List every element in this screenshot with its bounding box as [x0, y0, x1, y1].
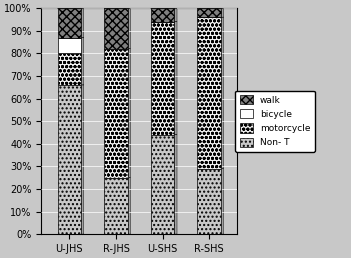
- Polygon shape: [221, 168, 224, 234]
- Bar: [198, 17, 221, 168]
- Polygon shape: [81, 85, 84, 234]
- Polygon shape: [81, 53, 84, 85]
- Bar: [198, 168, 221, 234]
- Polygon shape: [174, 135, 177, 234]
- Polygon shape: [81, 8, 84, 38]
- Bar: [151, 135, 174, 234]
- Polygon shape: [128, 178, 130, 234]
- Polygon shape: [221, 8, 224, 17]
- Polygon shape: [128, 8, 130, 49]
- Bar: [58, 8, 81, 38]
- Bar: [58, 38, 81, 53]
- Bar: [151, 8, 174, 22]
- Bar: [58, 85, 81, 234]
- Bar: [104, 178, 128, 234]
- Polygon shape: [81, 37, 84, 53]
- Polygon shape: [128, 49, 130, 178]
- Bar: [104, 49, 128, 178]
- Bar: [104, 8, 128, 49]
- Legend: walk, bicycle, motorcycle, Non- T: walk, bicycle, motorcycle, Non- T: [236, 91, 315, 152]
- Polygon shape: [221, 17, 224, 168]
- Polygon shape: [174, 22, 177, 135]
- Bar: [198, 8, 221, 17]
- Bar: [151, 22, 174, 135]
- Polygon shape: [174, 8, 177, 22]
- Bar: [58, 53, 81, 85]
